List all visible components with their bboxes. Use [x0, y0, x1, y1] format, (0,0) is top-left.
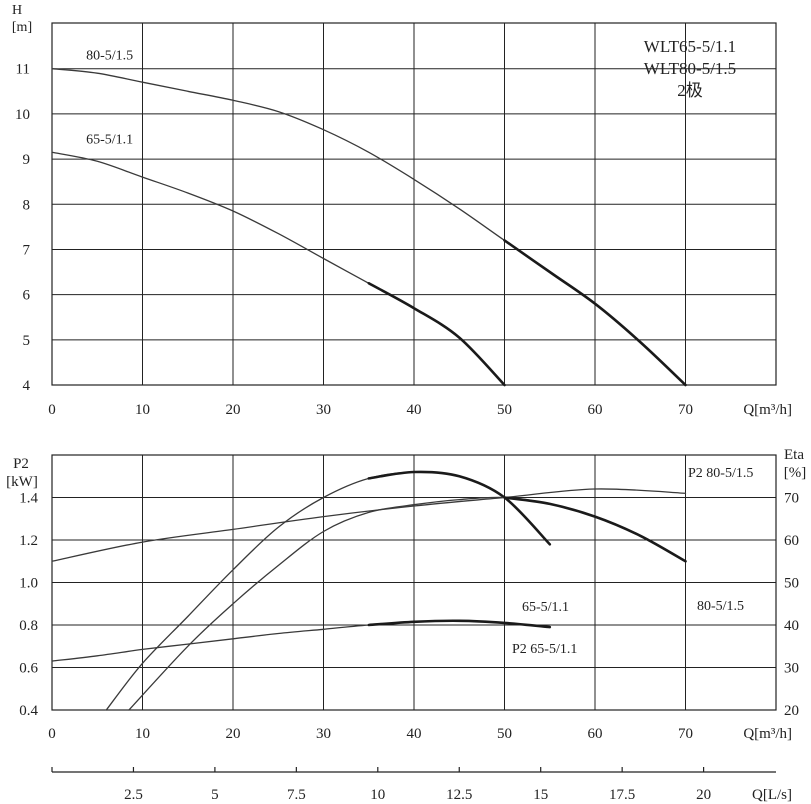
head-x-tick-label: 50 [497, 402, 512, 418]
head-chart-grid [51, 22, 777, 386]
flow-ls-tick-label: 12.5 [446, 787, 472, 803]
head-y-tick-label: 5 [23, 333, 31, 349]
curve-label: 80-5/1.5 [697, 599, 744, 614]
power-efficiency-chart-grid [51, 454, 777, 711]
head-y-axis-label: H [12, 3, 22, 18]
curve-label: P2 80-5/1.5 [688, 466, 753, 481]
flow-ls-tick-label: 15 [533, 787, 548, 803]
power-efficiency-chart-labels: 0 10 20 30 40 50 60 70 0.4 0.6 0.8 1.0 1.2 1.4 20 30 40 5… [6, 447, 806, 742]
head-y-tick-label: 8 [23, 197, 31, 213]
head-chart-labels: 0 10 20 30 40 50 60 70 4 5 6 7 8 9 10 11 H [m] Q[m³/h] WLT6… [12, 3, 792, 418]
curve-label: 65-5/1.1 [522, 600, 569, 615]
power-x-tick-label: 70 [678, 726, 693, 742]
head-y-tick-label: 11 [16, 62, 30, 78]
head-curve-80-5-1-5-line [51, 68, 687, 386]
flow-ls-tick-label: 5 [211, 787, 219, 803]
head-y-tick-label: 9 [23, 152, 31, 168]
head-x-tick-label: 10 [135, 402, 150, 418]
eta-y-tick-label: 40 [784, 618, 799, 634]
head-curve-80-5-1-5-duty-range [503, 239, 687, 387]
power-x-tick-label: 60 [588, 726, 603, 742]
curve-65-5-1-1-line [105, 471, 551, 711]
flow-litres-per-second-axis: 2.5 5 7.5 10 12.5 15 17.5 20 Q[L/s] [51, 767, 792, 803]
head-y-axis-unit: [m] [12, 20, 32, 35]
head-chart-info-line: WLT65-5/1.1 [644, 37, 736, 56]
head-x-tick-label: 70 [678, 402, 693, 418]
flow-ls-tick-label: 17.5 [609, 787, 635, 803]
power-x-tick-label: 0 [48, 726, 56, 742]
flow-ls-axis-label: Q[L/s] [752, 787, 792, 803]
flow-ls-tick-label: 10 [370, 787, 385, 803]
eta-y-axis-unit: [%] [784, 465, 807, 481]
power-y-tick-label: 1.0 [19, 576, 38, 592]
power-y-tick-label: 0.6 [19, 661, 38, 677]
head-x-axis-label: Q[m³/h] [743, 402, 792, 418]
eta-y-tick-label: 20 [784, 703, 799, 719]
power-x-tick-label: 20 [226, 726, 241, 742]
head-y-tick-label: 6 [23, 288, 31, 304]
eta-y-tick-label: 60 [784, 533, 799, 549]
eta-y-tick-label: 70 [784, 491, 799, 507]
flow-ls-tick-label: 7.5 [287, 787, 306, 803]
eta-y-tick-label: 50 [784, 576, 799, 592]
head-chart-info-line: 2极 [677, 81, 703, 100]
head-x-tick-label: 20 [226, 402, 241, 418]
power-y-axis-unit: [kW] [6, 474, 38, 490]
eta-y-tick-label: 30 [784, 661, 799, 677]
power-y-tick-label: 0.8 [19, 618, 38, 634]
power-y-tick-label: 0.4 [19, 703, 38, 719]
curve-p2-65-5-1-1-duty-range [367, 619, 552, 629]
head-curves [51, 68, 687, 387]
power-y-axis-label: P2 [13, 456, 29, 472]
power-x-tick-label: 40 [407, 726, 422, 742]
head-x-tick-label: 60 [588, 402, 603, 418]
head-y-tick-label: 7 [23, 242, 31, 258]
curve-p2-65-5-1-1-line [51, 620, 551, 662]
curve-80-5-1-5-line [128, 496, 687, 711]
head-x-tick-label: 40 [407, 402, 422, 418]
flow-ls-tick-label: 2.5 [124, 787, 143, 803]
curve-80-5-1-5-duty-range [503, 496, 687, 563]
head-curve-label: 65-5/1.1 [86, 132, 133, 147]
power-x-axis-label: Q[m³/h] [743, 726, 792, 742]
eta-y-axis-label: Eta [784, 447, 804, 463]
head-chart-info-line: WLT80-5/1.5 [644, 59, 736, 78]
power-x-tick-label: 30 [316, 726, 331, 742]
head-y-tick-label: 10 [15, 107, 30, 123]
power-x-tick-label: 10 [135, 726, 150, 742]
power-y-tick-label: 1.4 [19, 491, 38, 507]
curve-65-5-1-1-duty-range [367, 470, 552, 546]
power-x-tick-label: 50 [497, 726, 512, 742]
head-x-tick-label: 30 [316, 402, 331, 418]
power-efficiency-curves [51, 470, 687, 711]
head-y-tick-label: 4 [23, 378, 31, 394]
curve-p2-80-5-1-5-line [51, 488, 687, 562]
flow-ls-tick-label: 20 [696, 787, 711, 803]
head-curve-65-5-1-1-duty-range [367, 282, 506, 387]
power-y-tick-label: 1.2 [19, 533, 38, 549]
head-curve-label: 80-5/1.5 [86, 49, 133, 64]
curve-label: P2 65-5/1.1 [512, 642, 577, 657]
head-x-tick-label: 0 [48, 402, 56, 418]
head-curve-65-5-1-1-line [51, 151, 506, 386]
